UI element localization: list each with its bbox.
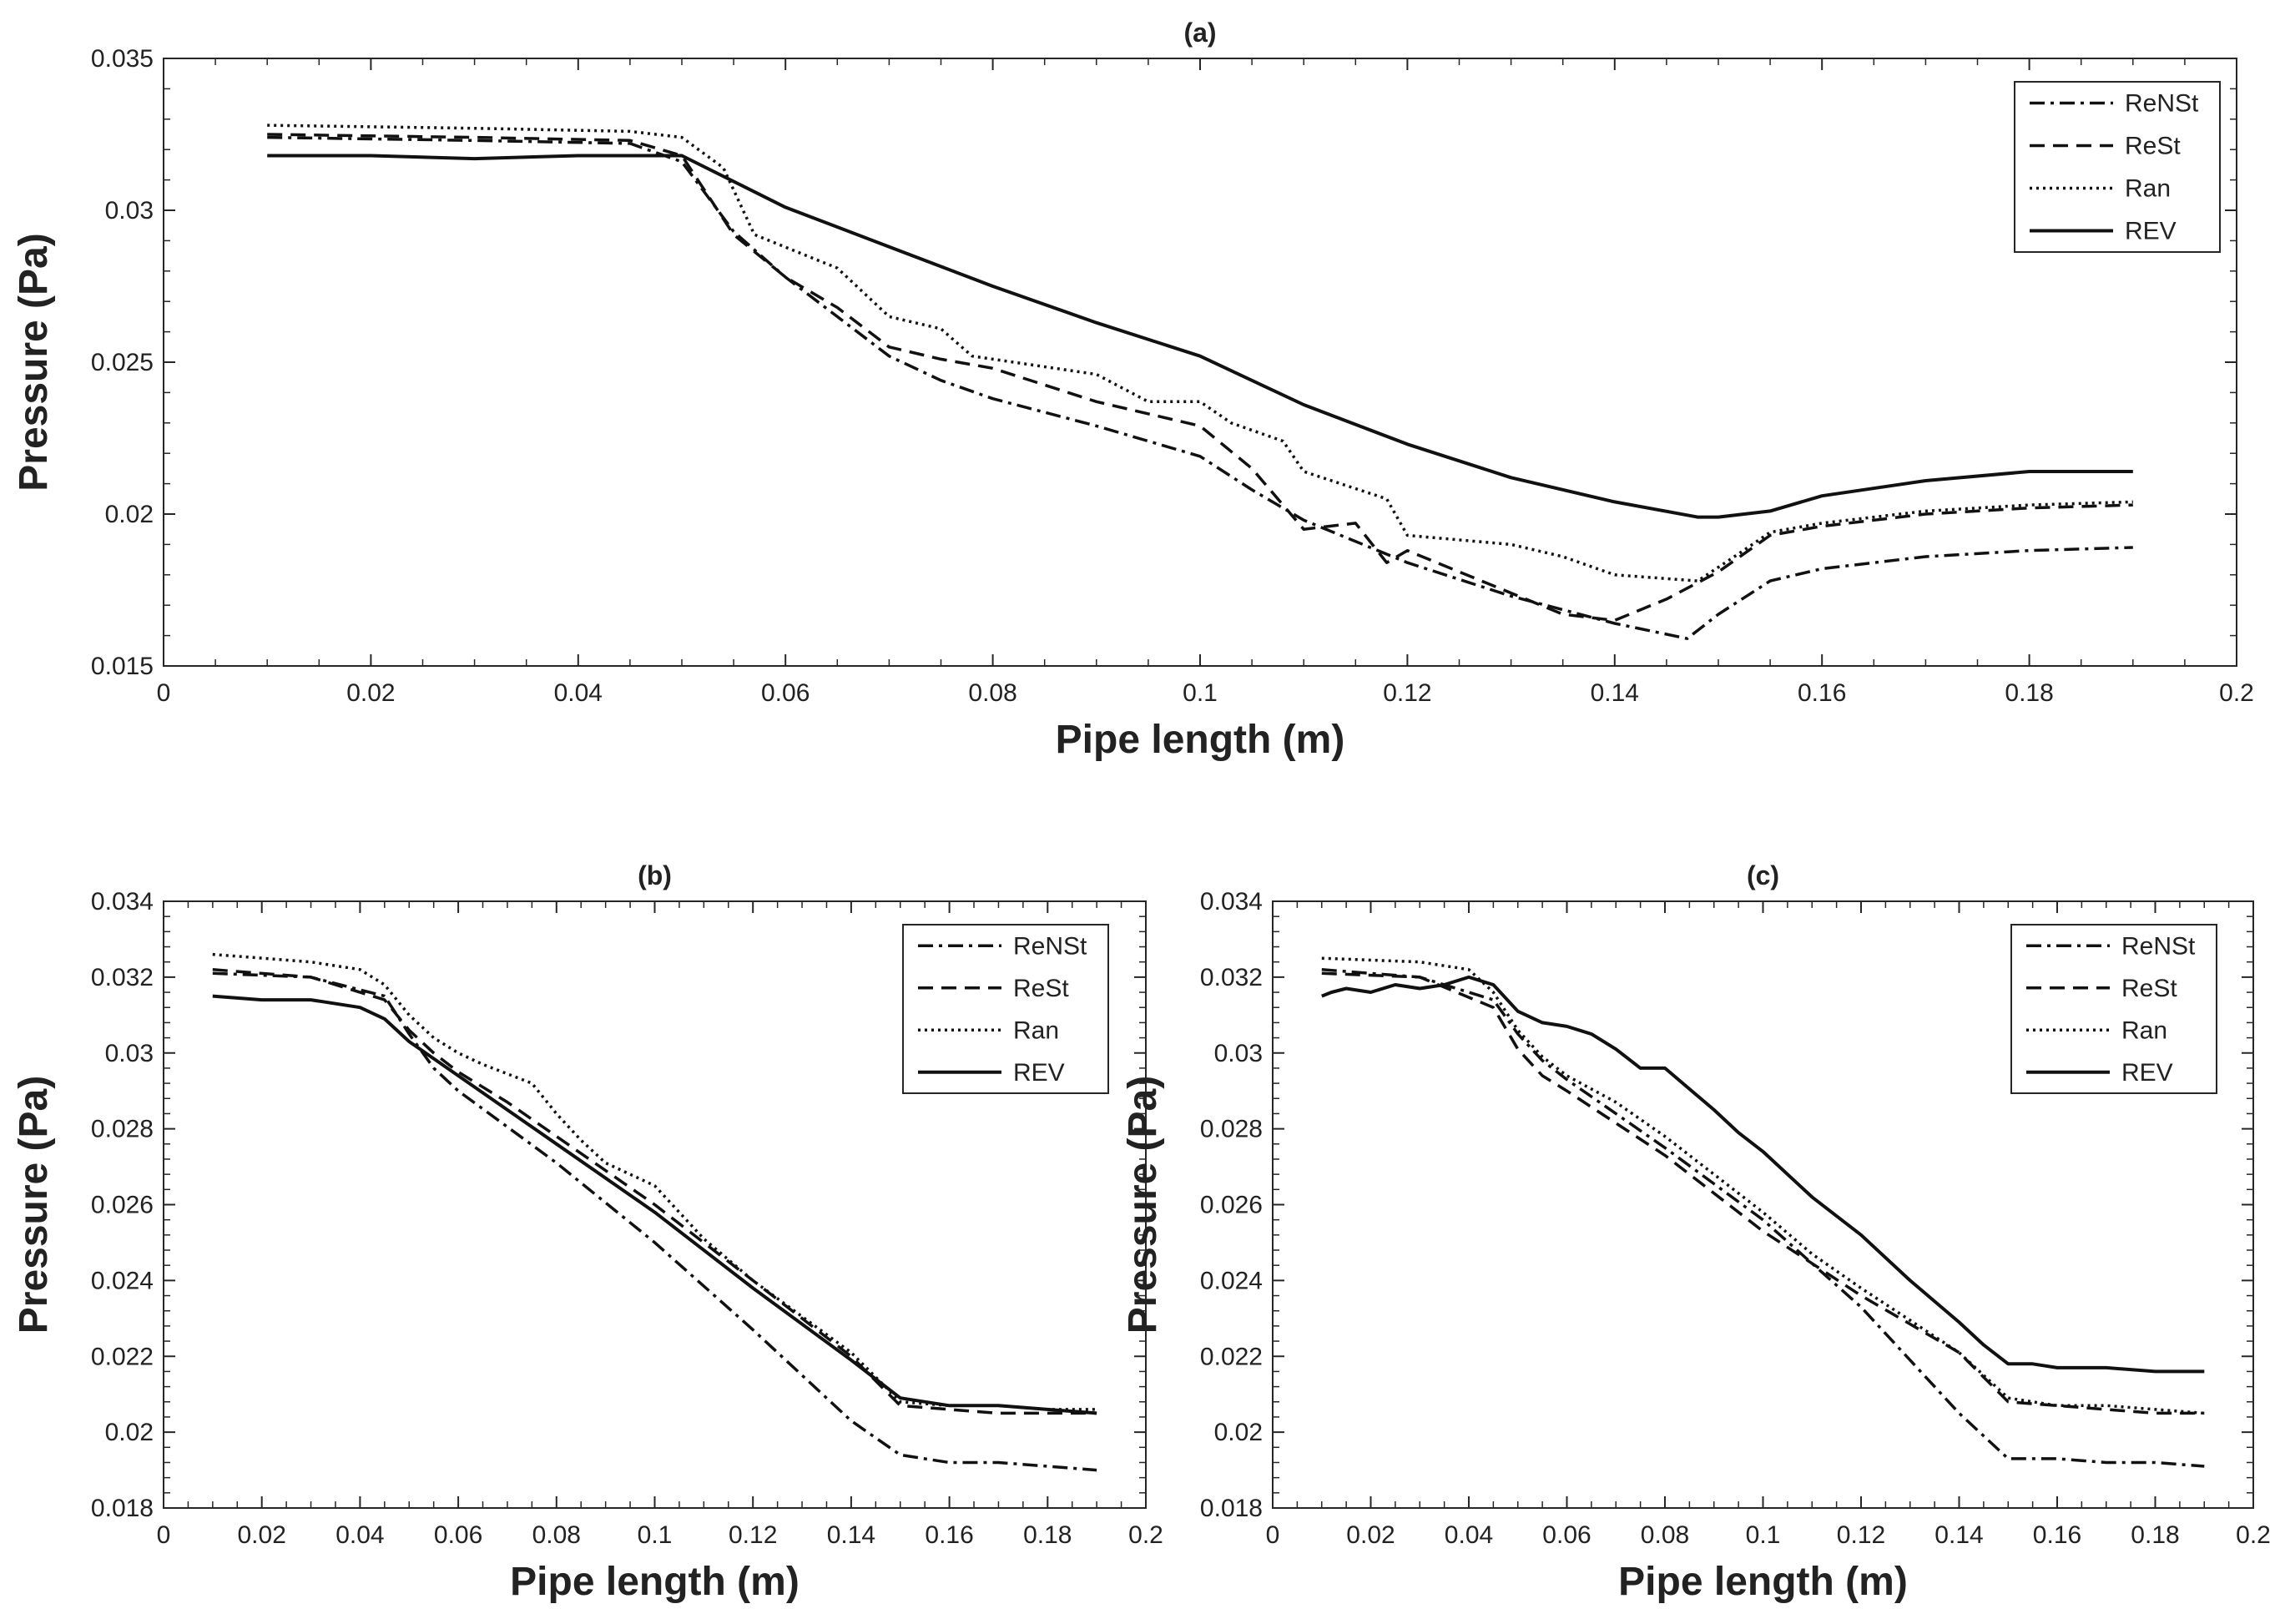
legend-label-ran-c: Ran xyxy=(2121,1016,2167,1044)
x-tick-label-a: 0.02 xyxy=(346,679,395,707)
y-axis-title-a: Pressure (Pa) xyxy=(12,233,56,492)
legend-box-c xyxy=(2010,924,2217,1094)
y-axis-title-c: Pressure (Pa) xyxy=(1121,1076,1165,1334)
legend-b: ReNSt ReSt Ran REV xyxy=(902,924,1109,1094)
panel-c: 0 0.02 0.04 0.06 0.08 0.1 0.12 0.14 0.16 0.18 0.2 0… xyxy=(1121,860,2271,1604)
x-tick-label-b: 0.02 xyxy=(238,1521,286,1549)
x-tick-label-c: 0.06 xyxy=(1542,1521,1591,1549)
panel-title-b: (b) xyxy=(638,860,672,890)
y-tick-label-a: 0.03 xyxy=(105,197,154,224)
y-tick-label-a: 0.015 xyxy=(91,653,154,680)
x-tick-label-b: 0.2 xyxy=(1128,1521,1163,1549)
panel-b: 0 0.02 0.04 0.06 0.08 0.1 0.12 0.14 0.16 0.18 0.2 0… xyxy=(12,860,1163,1604)
x-tick-label-c: 0.1 xyxy=(1746,1521,1781,1549)
x-tick-label-b: 0.14 xyxy=(827,1521,875,1549)
y-tick-label-a: 0.02 xyxy=(105,501,154,528)
x-tick-label-b: 0.1 xyxy=(638,1521,673,1549)
legend-label-renst-a: ReNSt xyxy=(2125,90,2199,118)
series-line-rev-b xyxy=(212,994,1097,1415)
series-line-rev-c xyxy=(1321,975,2205,1374)
x-tick-label-c: 0.08 xyxy=(1641,1521,1689,1549)
y-tick-label-b: 0.03 xyxy=(105,1040,154,1067)
y-tick-label-b: 0.02 xyxy=(105,1419,154,1446)
legend-label-ran-b: Ran xyxy=(1013,1016,1059,1044)
legend-label-rest-b: ReSt xyxy=(1013,975,1069,1002)
x-tick-label-a: 0.16 xyxy=(1798,679,1846,707)
x-tick-label-c: 0.04 xyxy=(1445,1521,1493,1549)
y-tick-label-a: 0.035 xyxy=(91,45,154,73)
x-axis-title-a: Pipe length (m) xyxy=(1056,718,1345,762)
y-tick-label-b: 0.034 xyxy=(91,888,154,915)
y-tick-label-b: 0.022 xyxy=(91,1343,154,1370)
y-tick-label-b: 0.026 xyxy=(91,1192,154,1219)
legend-label-rev-c: REV xyxy=(2121,1059,2173,1087)
legend-label-renst-b: ReNSt xyxy=(1013,932,1087,960)
y-tick-label-c: 0.032 xyxy=(1200,964,1263,991)
x-tick-label-a: 0.04 xyxy=(554,679,603,707)
legend-c: ReNSt ReSt Ran REV xyxy=(2010,924,2217,1094)
y-tick-label-c: 0.018 xyxy=(1200,1495,1263,1522)
y-tick-label-b: 0.024 xyxy=(91,1267,154,1294)
y-tick-label-c: 0.024 xyxy=(1200,1267,1263,1294)
x-tick-label-c: 0.2 xyxy=(2236,1521,2271,1549)
legend-box-a xyxy=(2014,81,2221,253)
legend-label-rest-a: ReSt xyxy=(2125,133,2181,160)
series-line-rest-a xyxy=(267,133,2133,623)
legend-a: ReNSt ReSt Ran REV xyxy=(2014,81,2221,253)
x-tick-label-a: 0.08 xyxy=(968,679,1016,707)
axes-box-a xyxy=(163,58,2237,667)
x-tick-label-c: 0.16 xyxy=(2033,1521,2081,1549)
panel-title-a: (a) xyxy=(1183,18,1216,48)
x-tick-label-b: 0.08 xyxy=(532,1521,581,1549)
series-line-rev-a xyxy=(267,154,2133,519)
x-tick-label-a: 0.06 xyxy=(761,679,810,707)
series-line-renst-a xyxy=(267,135,2133,640)
y-tick-label-c: 0.026 xyxy=(1200,1192,1263,1219)
series-line-rest-c xyxy=(1321,971,2205,1415)
x-axis-title-b: Pipe length (m) xyxy=(510,1560,800,1604)
x-tick-label-b: 0.18 xyxy=(1023,1521,1072,1549)
y-tick-label-c: 0.02 xyxy=(1214,1419,1263,1446)
x-tick-label-a: 0.18 xyxy=(2005,679,2053,707)
y-tick-label-c: 0.022 xyxy=(1200,1343,1263,1370)
y-axis-title-b: Pressure (Pa) xyxy=(12,1076,56,1334)
x-tick-label-c: 0.18 xyxy=(2131,1521,2179,1549)
y-tick-label-c: 0.034 xyxy=(1200,888,1263,915)
x-tick-label-c: 0 xyxy=(1266,1521,1280,1549)
legend-box-b xyxy=(902,924,1109,1094)
x-tick-label-b: 0.04 xyxy=(335,1521,384,1549)
x-tick-label-b: 0.12 xyxy=(729,1521,777,1549)
legend-label-ran-a: Ran xyxy=(2125,175,2171,203)
x-tick-label-b: 0.06 xyxy=(434,1521,482,1549)
x-axis-title-c: Pipe length (m) xyxy=(1618,1560,1908,1604)
x-tick-label-a: 0.12 xyxy=(1383,679,1431,707)
x-tick-label-c: 0.12 xyxy=(1837,1521,1885,1549)
x-tick-label-a: 0 xyxy=(157,679,171,707)
x-tick-label-c: 0.14 xyxy=(1934,1521,1983,1549)
y-tick-label-c: 0.028 xyxy=(1200,1116,1263,1143)
x-tick-label-b: 0 xyxy=(157,1521,171,1549)
series-line-rest-b xyxy=(212,968,1097,1415)
x-tick-label-c: 0.02 xyxy=(1346,1521,1395,1549)
y-tick-label-a: 0.025 xyxy=(91,349,154,376)
y-tick-label-b: 0.028 xyxy=(91,1116,154,1143)
y-tick-label-c: 0.03 xyxy=(1214,1040,1263,1067)
series-line-renst-c xyxy=(1321,968,2205,1468)
x-tick-label-a: 0.2 xyxy=(2219,679,2254,707)
series-line-ran-a xyxy=(267,124,2133,583)
panel-title-c: (c) xyxy=(1747,860,1779,890)
y-tick-label-b: 0.032 xyxy=(91,964,154,991)
panel-a: 0 0.02 0.04 0.06 0.08 0.1 0.12 0.14 0.16 0.18 0.2 0… xyxy=(12,18,2254,762)
legend-label-renst-c: ReNSt xyxy=(2121,932,2196,960)
x-tick-label-a: 0.14 xyxy=(1591,679,1639,707)
x-tick-label-a: 0.1 xyxy=(1183,679,1218,707)
legend-label-rev-b: REV xyxy=(1013,1059,1065,1087)
legend-label-rev-a: REV xyxy=(2125,218,2177,245)
series-line-ran-c xyxy=(1321,956,2205,1415)
x-tick-label-b: 0.16 xyxy=(925,1521,973,1549)
y-tick-label-b: 0.018 xyxy=(91,1495,154,1522)
legend-label-rest-c: ReSt xyxy=(2121,975,2177,1002)
